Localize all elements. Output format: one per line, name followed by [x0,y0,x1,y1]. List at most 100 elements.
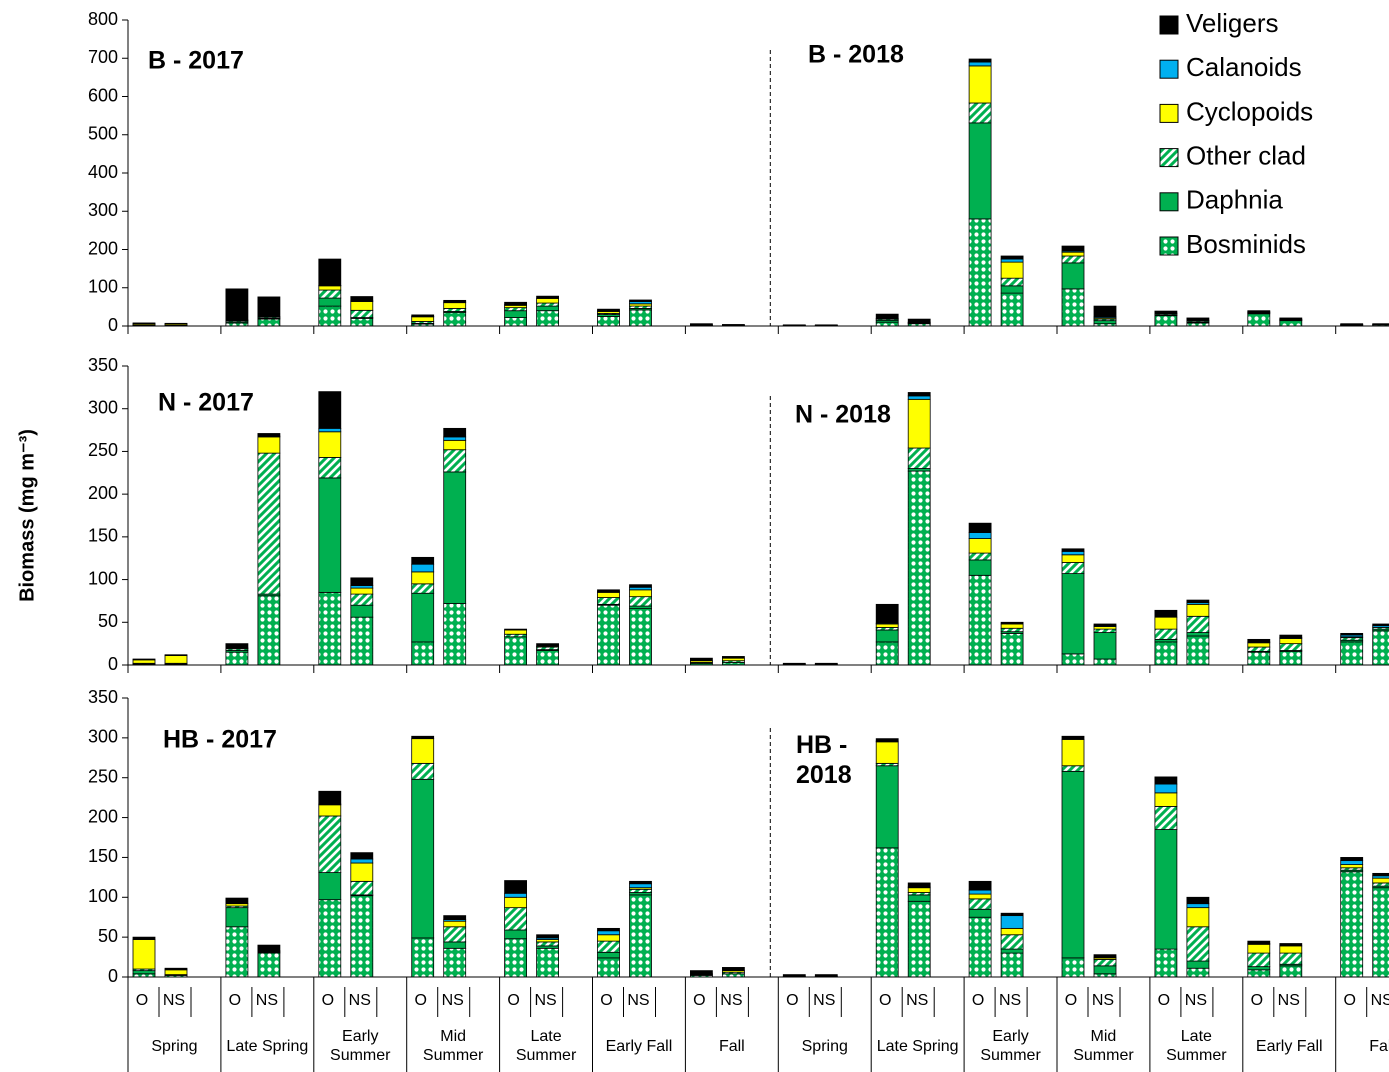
y-tick-label: 100 [88,568,118,588]
bar-segment [907,894,931,902]
x-tick-label: O [600,992,612,1009]
bar-segment [1061,550,1085,556]
bar-segment [690,657,713,662]
y-tick-label: 200 [88,806,118,826]
bar-segment [1000,915,1024,929]
y-axis-label: Biomass (mg m⁻³) [16,429,38,602]
y-tick-label: 300 [88,200,118,220]
bar-segment [875,629,899,643]
bar-segment [1247,969,1271,978]
bar-segment [1247,642,1271,648]
bar-segment [1000,258,1024,263]
bar-segment [1340,860,1364,866]
bar-segment [907,900,931,978]
bar-segment [629,589,652,598]
bar-segment [597,927,620,932]
bar-segment [1340,871,1364,978]
bar-segment [1279,650,1303,666]
bar-segment [1372,887,1389,978]
bar-segment [257,296,281,318]
bar-segment [1061,562,1085,574]
bar-segment [443,941,467,949]
bar-segment [257,433,281,437]
bar-segment [411,583,435,594]
bar-segment [1186,967,1210,978]
bar-segment [968,552,992,561]
y-tick-label: 0 [108,966,118,986]
group-label: Early Summer [330,1028,391,1064]
bar-segment [968,58,992,63]
bar-segment [411,563,435,573]
bar-segment [1247,966,1271,971]
bar-segment [257,595,281,666]
bar-segment [318,804,342,817]
x-tick-label: O [1065,992,1077,1009]
bar-segment [318,815,342,873]
bar-segment [350,604,374,618]
bar-segment [1247,943,1271,954]
bar-segment [1000,948,1024,954]
bar-segment [1247,651,1271,666]
bar-segment [1061,735,1085,740]
bar-segment [411,556,435,565]
bar-segment [1154,310,1178,314]
bar-segment [1061,770,1085,959]
bar-segment [1186,635,1210,666]
bar-segment [1000,623,1024,629]
bar-segment [875,623,899,628]
bar-segment [1186,896,1210,905]
bar-segment [907,447,931,469]
group-label: Early Fall [1256,1038,1323,1055]
bar-segment [1093,959,1117,967]
bar-segment [1000,632,1024,666]
bar-segment [318,790,342,805]
bar-segment [1061,739,1085,767]
bar-segment [968,908,992,918]
legend-label: Cyclopoids [1186,96,1313,126]
x-tick-label: NS [627,992,649,1009]
y-tick-label: 200 [88,238,118,258]
y-tick-label: 50 [98,611,118,631]
bar-segment [536,941,559,947]
bar-segment [1061,262,1085,290]
bar-segment [1061,573,1085,655]
group-label: Spring [802,1038,848,1055]
bar-segment [1093,623,1117,627]
bar-segment [597,316,620,327]
x-tick-label: O [1158,992,1170,1009]
bar-segment [690,323,713,326]
legend-swatch [1159,103,1179,123]
bar-segment [1186,926,1210,962]
bar-segment [1154,315,1178,327]
bar-segment [782,662,806,665]
bar-segment [1061,251,1085,257]
bar-segment [132,322,156,325]
bar-segment [504,317,528,327]
y-tick-label: 100 [88,277,118,297]
bar-segment [1061,653,1085,666]
y-tick-label: 400 [88,162,118,182]
panel-label: N - 2018 [795,401,891,429]
bar-segment [132,659,156,664]
bar-segment [1279,317,1303,320]
bar-segment [318,305,342,327]
bar-segment [968,65,992,104]
bar-segment [1279,945,1303,954]
bar-segment [350,858,374,864]
bar-segment [629,888,652,893]
bar-segment [1279,634,1303,639]
bar-segment [443,308,467,312]
bar-segment [411,641,435,666]
bar-segment [132,939,156,970]
bar-segment [536,947,559,978]
bar-segment [968,880,992,891]
bar-segment [597,597,620,605]
bar-segment [536,295,559,299]
bar-segment [504,636,528,666]
y-tick-label: 150 [88,526,118,546]
group-label: Late Spring [226,1038,308,1055]
y-tick-label: 350 [88,687,118,707]
bar-segment [1247,646,1271,652]
bar-segment [1247,310,1271,313]
bar-segment [1093,965,1117,975]
